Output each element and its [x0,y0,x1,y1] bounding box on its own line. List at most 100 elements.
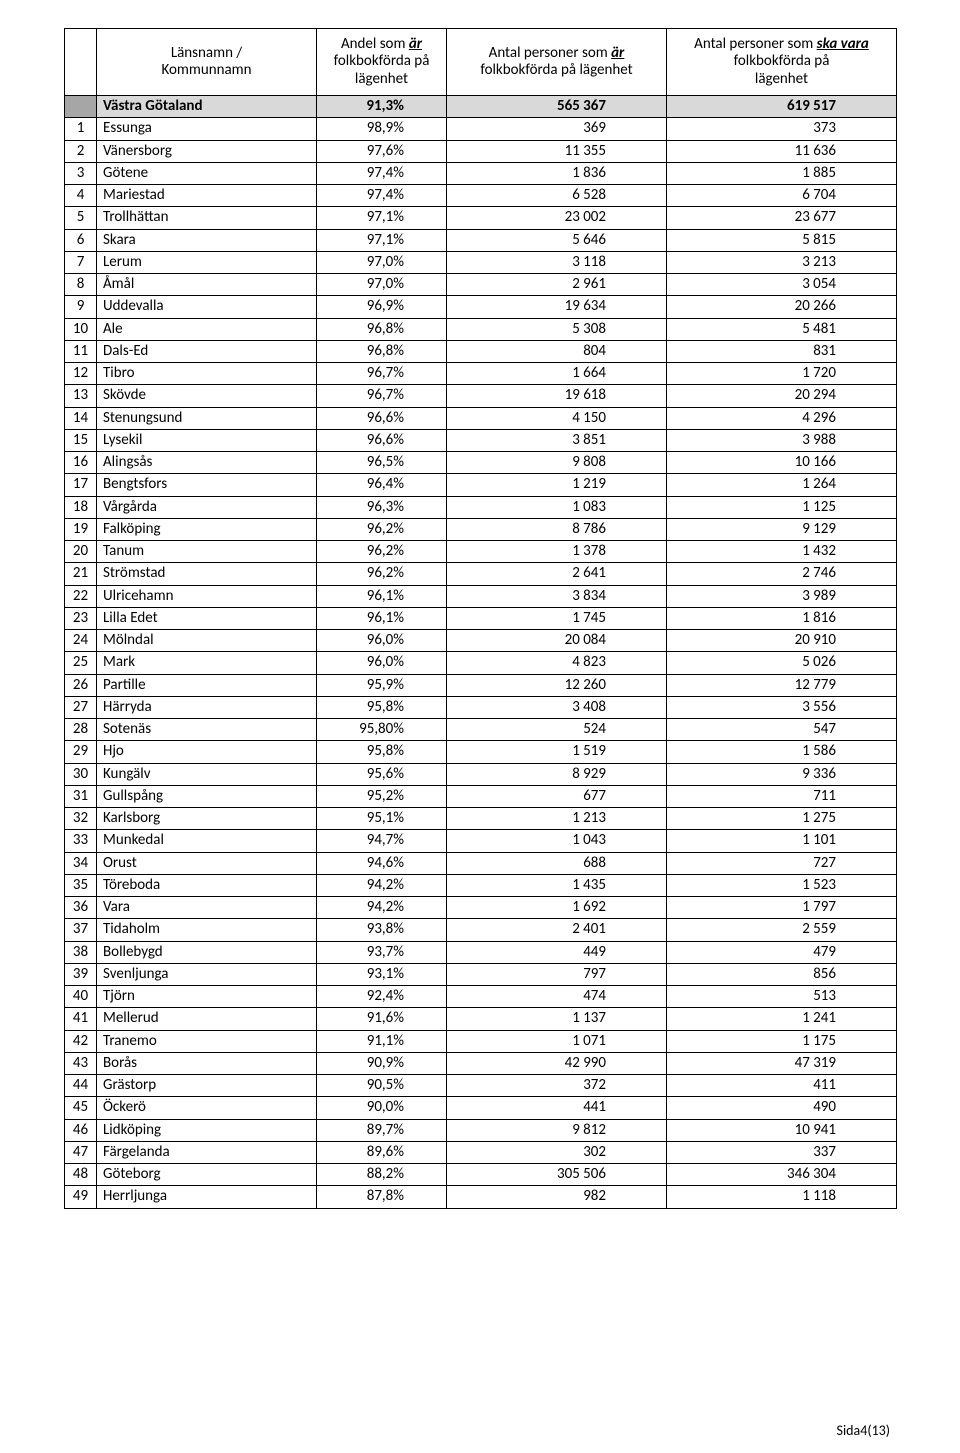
row-n1: 369 [447,118,667,140]
row-name: Härryda [97,696,317,718]
row-name: Strömstad [97,563,317,585]
row-name: Trollhättan [97,207,317,229]
row-idx: 40 [65,986,97,1008]
row-name: Öckerö [97,1097,317,1119]
row-n1: 804 [447,340,667,362]
row-idx: 6 [65,229,97,251]
header-name-line1: Länsnamn / [103,45,310,62]
header-n2: Antal personer som ska vara folkbokförda… [667,29,897,96]
row-idx: 11 [65,340,97,362]
header-name: Länsnamn / Kommunnamn [97,29,317,96]
row-name: Lysekil [97,429,317,451]
row-name: Kungälv [97,763,317,785]
row-idx: 5 [65,207,97,229]
row-n2: 9 129 [667,518,897,540]
table-row: 1Essunga98,9%369373 [65,118,897,140]
row-idx: 36 [65,897,97,919]
row-name: Vänersborg [97,140,317,162]
table-row: 21Strömstad96,2%2 6412 746 [65,563,897,585]
row-n2: 11 636 [667,140,897,162]
table-row: 14Stenungsund96,6%4 1504 296 [65,407,897,429]
table-row: 7Lerum97,0%3 1183 213 [65,251,897,273]
row-n2: 9 336 [667,763,897,785]
row-pct: 95,1% [317,808,447,830]
row-name: Mark [97,652,317,674]
row-idx: 13 [65,385,97,407]
row-idx: 30 [65,763,97,785]
row-n2: 3 213 [667,251,897,273]
table-row: 43Borås90,9%42 99047 319 [65,1052,897,1074]
row-idx: 10 [65,318,97,340]
row-idx: 12 [65,363,97,385]
table-row: 15Lysekil96,6%3 8513 988 [65,429,897,451]
row-pct: 96,4% [317,474,447,496]
header-pct-post1: folkbokförda på [323,53,440,70]
row-n1: 372 [447,1075,667,1097]
header-n2-em: ska vara [817,35,869,53]
row-n2: 10 166 [667,452,897,474]
row-idx: 14 [65,407,97,429]
row-n1: 3 408 [447,696,667,718]
row-name: Götene [97,162,317,184]
row-pct: 94,2% [317,897,447,919]
row-n1: 1 219 [447,474,667,496]
row-n2: 12 779 [667,674,897,696]
row-name: Orust [97,852,317,874]
row-idx: 3 [65,162,97,184]
table-row: 18Vårgårda96,3%1 0831 125 [65,496,897,518]
row-pct: 96,6% [317,429,447,451]
table-row: 49Herrljunga87,8%9821 118 [65,1186,897,1208]
row-idx: 35 [65,874,97,896]
table-row: 29Hjo95,8%1 5191 586 [65,741,897,763]
row-pct: 96,6% [317,407,447,429]
row-pct: 87,8% [317,1186,447,1208]
total-pct: 91,3% [317,96,447,118]
row-name: Alingsås [97,452,317,474]
data-table: Länsnamn / Kommunnamn Andel som är folkb… [64,28,897,1209]
header-n1-pre: Antal personer som [489,44,612,62]
row-pct: 90,5% [317,1075,447,1097]
table-row: 32Karlsborg95,1%1 2131 275 [65,808,897,830]
row-n1: 1 745 [447,607,667,629]
table-row: 27Härryda95,8%3 4083 556 [65,696,897,718]
row-idx: 37 [65,919,97,941]
row-pct: 96,8% [317,340,447,362]
row-pct: 96,1% [317,607,447,629]
row-pct: 88,2% [317,1164,447,1186]
total-n1: 565 367 [447,96,667,118]
row-pct: 97,0% [317,274,447,296]
table-row: 16Alingsås96,5%9 80810 166 [65,452,897,474]
row-n1: 474 [447,986,667,1008]
row-n2: 1 432 [667,541,897,563]
row-n1: 1 083 [447,496,667,518]
row-n2: 337 [667,1141,897,1163]
row-n1: 4 823 [447,652,667,674]
table-row: 17Bengtsfors96,4%1 2191 264 [65,474,897,496]
row-name: Bengtsfors [97,474,317,496]
row-name: Borås [97,1052,317,1074]
row-pct: 91,1% [317,1030,447,1052]
row-pct: 96,8% [317,318,447,340]
row-pct: 90,0% [317,1097,447,1119]
row-pct: 96,0% [317,652,447,674]
row-n2: 20 294 [667,385,897,407]
row-idx: 45 [65,1097,97,1119]
row-idx: 29 [65,741,97,763]
table-row: 37Tidaholm93,8%2 4012 559 [65,919,897,941]
row-n1: 1 692 [447,897,667,919]
row-n1: 3 851 [447,429,667,451]
row-idx: 1 [65,118,97,140]
table-row: 47Färgelanda89,6%302337 [65,1141,897,1163]
row-n1: 8 929 [447,763,667,785]
row-pct: 96,7% [317,363,447,385]
row-idx: 28 [65,719,97,741]
row-pct: 95,8% [317,696,447,718]
row-n1: 1 836 [447,162,667,184]
page: Länsnamn / Kommunnamn Andel som är folkb… [0,0,960,1453]
row-n2: 2 746 [667,563,897,585]
row-n1: 2 961 [447,274,667,296]
row-n1: 19 634 [447,296,667,318]
row-n1: 302 [447,1141,667,1163]
row-name: Lerum [97,251,317,273]
row-name: Vara [97,897,317,919]
